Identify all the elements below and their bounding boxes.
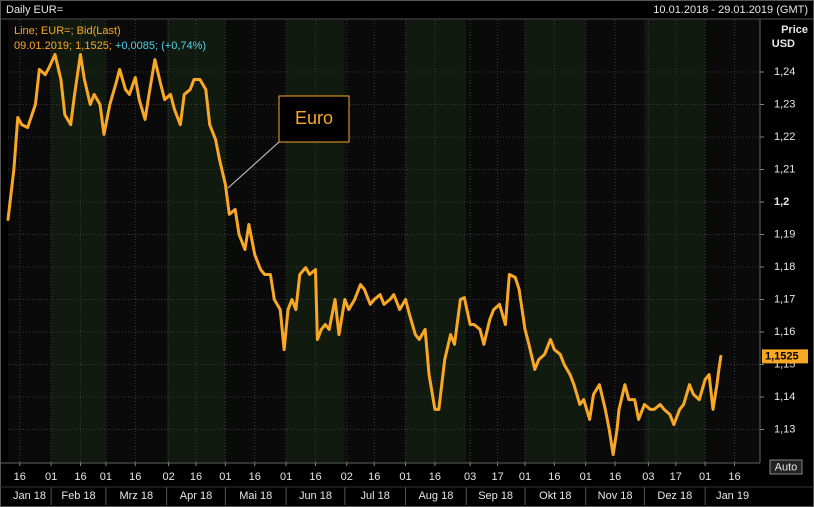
y-tick-label: 1,14 xyxy=(774,391,795,403)
y-tick-label: 1,17 xyxy=(774,293,795,305)
price-line xyxy=(6,52,723,457)
x-month-label: Apr 18 xyxy=(180,490,212,502)
x-tick-label: 01 xyxy=(45,471,57,483)
annotation: Euro xyxy=(227,95,350,189)
x-month-label: Jul 18 xyxy=(361,490,390,502)
last-value-label: 1,1525 xyxy=(765,350,799,362)
x-month-label: Mrz 18 xyxy=(119,490,153,502)
auto-button[interactable]: Auto xyxy=(769,459,803,475)
auto-button-label[interactable]: Auto xyxy=(775,461,798,473)
x-tick-label: 16 xyxy=(74,471,86,483)
x-tick-label: 16 xyxy=(249,471,261,483)
annotation-leader xyxy=(227,141,280,189)
month-band xyxy=(51,20,106,462)
x-tick-label: 01 xyxy=(519,471,531,483)
marks xyxy=(6,52,723,457)
y-tick-label: 1,21 xyxy=(774,163,795,175)
month-band xyxy=(344,20,406,462)
x-month-label: Mai 18 xyxy=(239,490,272,502)
last-quote-change: +0,0085; (+0,74%) xyxy=(115,40,206,52)
x-month-label: Aug 18 xyxy=(418,490,453,502)
chart-title: Daily EUR= xyxy=(6,4,63,16)
x-tick-label: 16 xyxy=(14,471,26,483)
info-line: Line; EUR=; Bid(Last) xyxy=(14,25,121,37)
x-month-label: Jan 19 xyxy=(716,490,749,502)
x-tick-label: 01 xyxy=(280,471,292,483)
month-band xyxy=(105,20,167,462)
x-tick-label: 03 xyxy=(464,471,476,483)
annotation-text: Euro xyxy=(295,108,333,128)
x-tick-label: 03 xyxy=(642,471,654,483)
x-tick-label: 16 xyxy=(190,471,202,483)
y-tick-label: 1,22 xyxy=(774,131,795,143)
last-quote-price: 09.01.2019; 1,1525; xyxy=(14,40,112,52)
x-month-label: Nov 18 xyxy=(598,490,633,502)
x-tick-label: 16 xyxy=(309,471,321,483)
month-band xyxy=(466,20,525,462)
y-tick-label: 1,18 xyxy=(774,261,795,273)
x-tick-label: 01 xyxy=(100,471,112,483)
y-axis-unit: USD xyxy=(772,38,795,50)
y-tick-label: 1,19 xyxy=(774,228,795,240)
x-tick-label: 16 xyxy=(129,471,141,483)
y-tick-label: 1,2 xyxy=(774,196,789,208)
x-tick-label: 01 xyxy=(699,471,711,483)
y-tick-label: 1,23 xyxy=(774,98,795,110)
month-bands: Jan 18 Feb 18 Mrz 18 Apr 18 Mai 18 Jun 18 Jul … xyxy=(8,20,760,505)
month-band xyxy=(225,20,287,462)
x-month-label: Sep 18 xyxy=(478,490,513,502)
x-tick-label: 01 xyxy=(219,471,231,483)
x-tick-label: 16 xyxy=(548,471,560,483)
month-band xyxy=(286,20,345,462)
x-tick-label: 17 xyxy=(491,471,503,483)
x-tick-label: 01 xyxy=(399,471,411,483)
x-month-label: Dez 18 xyxy=(657,490,692,502)
last-value-box xyxy=(762,349,808,364)
x-tick-label: 17 xyxy=(670,471,682,483)
month-band xyxy=(705,20,760,462)
auto-button-box[interactable] xyxy=(769,459,803,475)
y-axis-label: Price xyxy=(781,24,808,36)
x-tick-label: 16 xyxy=(609,471,621,483)
x-tick-label: 02 xyxy=(341,471,353,483)
y-tick-label: 1,16 xyxy=(774,326,795,338)
x-tick-label: 16 xyxy=(728,471,740,483)
last-quote: 09.01.2019; 1,1525; +0,0085; (+0,74%) xyxy=(14,40,206,52)
x-tick-label: 16 xyxy=(368,471,380,483)
month-band xyxy=(8,20,52,462)
y-tick-label: 1,13 xyxy=(774,423,795,435)
grid: 1,131,141,151,161,171,181,191,21,211,221… xyxy=(8,20,795,483)
x-month-label: Okt 18 xyxy=(539,490,571,502)
annotation-box xyxy=(278,95,350,143)
month-band xyxy=(644,20,706,462)
x-month-label: Jun 18 xyxy=(299,490,332,502)
date-range: 10.01.2018 - 29.01.2019 (GMT) xyxy=(653,4,808,16)
y-tick-label: 1,24 xyxy=(774,66,795,78)
x-tick-label: 02 xyxy=(162,471,174,483)
x-tick-label: 16 xyxy=(429,471,441,483)
month-band xyxy=(166,20,226,462)
month-band xyxy=(405,20,467,462)
x-tick-label: 01 xyxy=(580,471,592,483)
x-month-label: Feb 18 xyxy=(61,490,95,502)
x-month-label: Jan 18 xyxy=(13,490,46,502)
